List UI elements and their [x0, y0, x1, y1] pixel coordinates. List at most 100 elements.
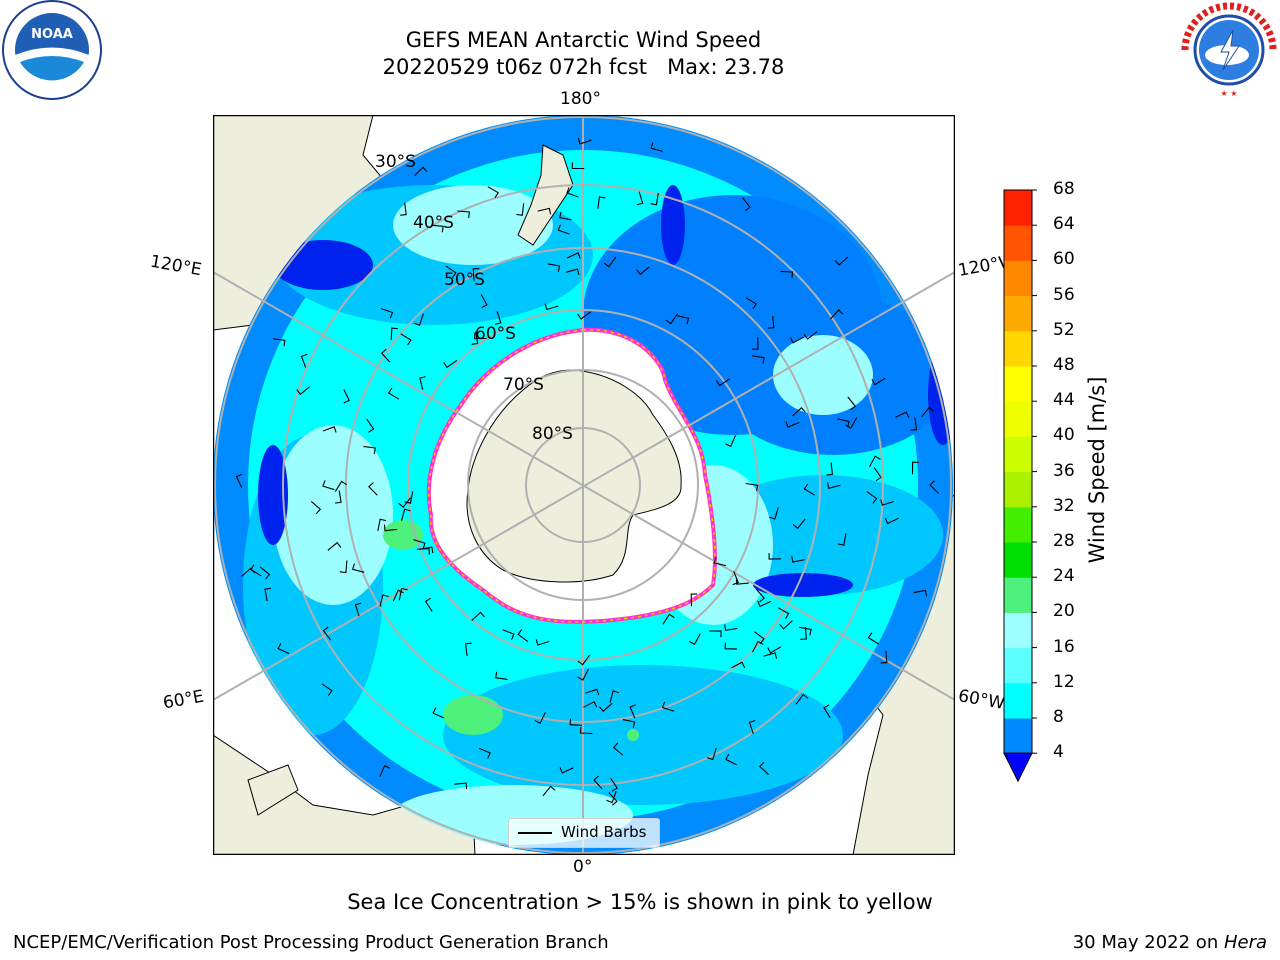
- colorbar-tick-label: 64: [1053, 214, 1075, 235]
- lat-label-40s: 40°S: [413, 213, 454, 233]
- wind-barb: [845, 417, 858, 429]
- colorbar-tick-label: 48: [1053, 355, 1075, 375]
- wind-barb: [516, 203, 525, 216]
- wind-barb: [792, 407, 806, 417]
- colorbar-segment: [1004, 401, 1032, 437]
- wind-barb: [725, 753, 737, 766]
- colorbar-segment: [1004, 366, 1032, 402]
- wind-barb: [494, 311, 502, 326]
- wind-barb: [754, 631, 765, 644]
- colorbar-label: Wind Speed [m/s]: [1085, 376, 1109, 564]
- colorbar: [1003, 189, 1037, 783]
- wind-barb: [884, 517, 899, 525]
- wind-barb: [343, 389, 350, 404]
- colorbar-tick-label: 52: [1053, 319, 1075, 340]
- wind-barb: [400, 508, 411, 521]
- wind-barb: [603, 256, 617, 268]
- wind-barb: [799, 626, 812, 636]
- map-legend: Wind Barbs: [508, 818, 660, 848]
- wind-barb: [742, 197, 751, 212]
- lat-label-30s: 30°S: [375, 152, 416, 172]
- colorbar-tick-label: 32: [1053, 495, 1075, 516]
- wind-barb: [871, 377, 886, 386]
- footer-machine: Hera: [1223, 932, 1267, 953]
- colorbar-tick-label: 40: [1053, 425, 1075, 446]
- wind-barb: [629, 704, 636, 719]
- wind-barb: [559, 767, 574, 774]
- wind-barb: [662, 613, 675, 625]
- wind-barb: [610, 777, 618, 792]
- wind-barb: [606, 791, 617, 804]
- wind-barb: [768, 553, 782, 560]
- wind-barb: [400, 333, 412, 346]
- wind-barb: [676, 315, 690, 325]
- wind-barb: [585, 688, 600, 696]
- wind-barb: [910, 417, 918, 431]
- wind-barb: [609, 690, 619, 703]
- wind-barb: [732, 571, 740, 586]
- colorbar-segment: [1004, 612, 1032, 649]
- wind-barb: [368, 482, 378, 496]
- wind-barb: [537, 207, 552, 215]
- wind-barb: [837, 418, 850, 428]
- wind-barb: [745, 297, 757, 310]
- wind-barb: [322, 480, 335, 491]
- wind-barb: [390, 327, 398, 341]
- colorbar-segment: [1004, 647, 1032, 684]
- lon-label-120e: 120°E: [148, 251, 204, 281]
- wind-barb: [559, 211, 572, 221]
- colorbar-tick-label: 36: [1053, 460, 1075, 481]
- colorbar-tick-label: 60: [1053, 249, 1075, 270]
- wind-barb: [757, 600, 772, 608]
- wind-barbs: [235, 137, 939, 806]
- wind-barb: [826, 482, 841, 489]
- land-antarctica: [466, 369, 682, 583]
- wind-barb: [487, 186, 499, 199]
- wind-barb: [709, 630, 722, 638]
- wind-barb: [478, 747, 491, 759]
- wind-barb: [380, 308, 394, 319]
- wind-barb: [593, 775, 603, 790]
- svg-text:★ ★: ★ ★: [1221, 89, 1238, 98]
- wind-barb: [706, 747, 717, 761]
- colorbar-segment: [1004, 295, 1032, 332]
- wind-barb: [235, 473, 243, 488]
- wind-barb: [929, 480, 939, 494]
- wind-barb: [335, 490, 342, 504]
- wind-barb: [763, 652, 778, 659]
- colorbar-extend-arrow: [1003, 752, 1033, 783]
- wind-barb: [690, 593, 698, 607]
- sea-ice-note: Sea Ice Concentration > 15% is shown in …: [347, 890, 933, 914]
- wind-barb: [751, 337, 759, 350]
- colorbar-segment: [1004, 330, 1032, 367]
- colorbar-tick-label: 24: [1053, 566, 1075, 587]
- wind-barb: [432, 707, 445, 719]
- wind-barb: [636, 191, 644, 206]
- wind-barb: [321, 683, 333, 696]
- wind-barb: [259, 566, 271, 580]
- wind-barb: [921, 406, 935, 418]
- wind-barb: [577, 137, 592, 145]
- wind-barb: [880, 650, 888, 664]
- wind-barb: [534, 712, 546, 725]
- wind-barb: [557, 224, 570, 235]
- wind-barb: [413, 313, 424, 327]
- wind-barb: [383, 524, 397, 532]
- wind-barb: [725, 435, 737, 448]
- wind-barb: [322, 426, 337, 433]
- wind-barb: [665, 313, 678, 325]
- wind-barb: [264, 587, 271, 602]
- wind-barb: [795, 693, 809, 705]
- wind-barb: [566, 252, 581, 259]
- colorbar-tick-label: 68: [1053, 179, 1075, 199]
- wind-barb: [474, 332, 487, 340]
- wind-barb: [569, 718, 583, 726]
- wind-barb: [755, 588, 765, 603]
- wind-barb: [792, 518, 806, 530]
- wind-barb: [398, 497, 412, 508]
- wind-barb: [911, 461, 919, 475]
- wind-barb: [748, 720, 756, 734]
- colorbar-segment: [1004, 436, 1032, 473]
- lat-label-80s: 80°S: [532, 424, 573, 444]
- wind-barb: [895, 411, 910, 418]
